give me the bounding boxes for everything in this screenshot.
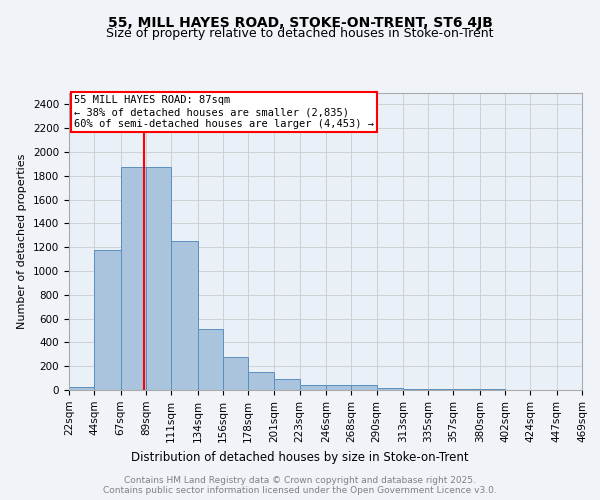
Bar xyxy=(171,242,197,390)
Bar xyxy=(121,167,146,390)
Bar xyxy=(248,372,274,390)
Bar xyxy=(352,385,377,390)
Bar xyxy=(377,388,403,390)
Text: 55 MILL HAYES ROAD: 87sqm
← 38% of detached houses are smaller (2,835)
60% of se: 55 MILL HAYES ROAD: 87sqm ← 38% of detac… xyxy=(74,96,374,128)
Bar xyxy=(274,380,299,390)
Bar xyxy=(299,384,326,390)
Text: Distribution of detached houses by size in Stoke-on-Trent: Distribution of detached houses by size … xyxy=(131,451,469,464)
Bar xyxy=(428,389,454,390)
Y-axis label: Number of detached properties: Number of detached properties xyxy=(17,154,28,329)
Bar xyxy=(94,250,121,390)
Text: 55, MILL HAYES ROAD, STOKE-ON-TRENT, ST6 4JB: 55, MILL HAYES ROAD, STOKE-ON-TRENT, ST6… xyxy=(107,16,493,30)
Bar xyxy=(326,385,352,390)
Bar xyxy=(69,387,94,390)
Bar xyxy=(403,388,428,390)
Text: Contains HM Land Registry data © Crown copyright and database right 2025.
Contai: Contains HM Land Registry data © Crown c… xyxy=(103,476,497,495)
Text: Size of property relative to detached houses in Stoke-on-Trent: Size of property relative to detached ho… xyxy=(106,28,494,40)
Bar xyxy=(146,167,171,390)
Bar xyxy=(223,358,248,390)
Bar xyxy=(197,330,223,390)
